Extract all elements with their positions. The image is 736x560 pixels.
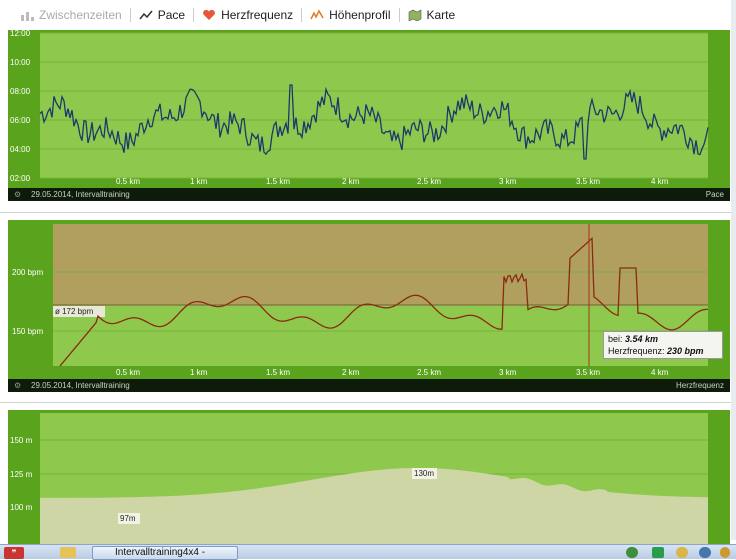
y-tick-label: 04:00	[10, 145, 31, 154]
x-tick-label: 3 km	[499, 368, 517, 377]
tab-label: Zwischenzeiten	[39, 8, 122, 22]
divider	[0, 212, 736, 213]
map-icon	[408, 9, 421, 21]
heart-icon	[203, 9, 215, 20]
windows-taskbar: ❞ Intervalltraining4x4 -	[0, 544, 736, 560]
y-tick-label: 06:00	[10, 116, 31, 125]
x-tick-label: 0.5 km	[116, 177, 140, 186]
network-tray-icon[interactable]	[626, 547, 638, 558]
y-tick-label: 08:00	[10, 87, 31, 96]
y-tick-label: 125 m	[10, 470, 33, 479]
avg-label-bg	[53, 306, 105, 317]
footer-caption: 29.05.2014, Intervalltraining	[31, 381, 130, 390]
pace-series-line	[39, 84, 709, 160]
x-tick-label: 1 km	[190, 177, 208, 186]
elevation-area	[40, 468, 708, 544]
toolbar-divider	[301, 8, 303, 22]
elevation-chart: 150 m 125 m 100 m 130m 97m	[10, 413, 708, 544]
gear-icon[interactable]: ⚙	[14, 381, 22, 390]
elevation-chart-panel: 150 m 125 m 100 m 130m 97m	[8, 410, 730, 544]
x-tick-label: 3 km	[499, 177, 517, 186]
x-tick-label: 3.5 km	[576, 368, 600, 377]
hr-upper-zone	[53, 224, 708, 305]
tab-hoehenprofil[interactable]: Höhenprofil	[302, 8, 398, 22]
y-tick-label: 100 m	[10, 503, 33, 512]
pace-line-icon	[139, 10, 153, 20]
bar-chart-icon	[21, 12, 34, 21]
hr-tooltip: bei: 3.54 km Herzfrequenz: 230 bpm	[603, 331, 723, 359]
tab-label: Herzfrequenz	[221, 8, 294, 22]
pace-chart-panel: 12:00 10:00 08:00 06:00 04:00 02:00 0.5 km 1 km…	[8, 30, 730, 201]
y-tick-label: 12:00	[10, 30, 31, 38]
tab-pace[interactable]: Pace	[131, 8, 193, 22]
pace-chart: 12:00 10:00 08:00 06:00 04:00 02:00 0.5 km 1 km…	[10, 30, 709, 186]
tab-label: Höhenprofil	[329, 8, 391, 22]
x-tick-label: 2 km	[342, 177, 360, 186]
tab-label: Karte	[426, 8, 456, 22]
x-tick-label: 3.5 km	[576, 177, 600, 186]
gear-icon[interactable]: ⚙	[14, 190, 22, 199]
hr-chart-footer: ⚙ 29.05.2014, Intervalltraining Herzfreq…	[8, 379, 730, 392]
heart-rate-chart-panel: 200 bpm 150 bpm ø 172 bpm 0.5 km 1 km 1.5 km 2…	[8, 220, 730, 392]
y-tick-label: 10:00	[10, 58, 31, 67]
divider	[0, 402, 736, 403]
tooltip-distance-value: 3.54 km	[625, 334, 659, 344]
y-tick-label: 200 bpm	[12, 268, 43, 277]
tooltip-hr-label: Herzfrequenz:	[608, 346, 668, 356]
x-tick-label: 1.5 km	[266, 177, 290, 186]
min-elevation-label: 97m	[120, 514, 136, 523]
x-tick-label: 1 km	[190, 368, 208, 377]
folder-icon[interactable]	[60, 547, 76, 558]
y-tick-label: 150 m	[10, 436, 33, 445]
x-tick-label: 2.5 km	[417, 177, 441, 186]
heart-rate-chart: 200 bpm 150 bpm ø 172 bpm 0.5 km 1 km 1.5 km 2…	[12, 224, 708, 377]
security-tray-icon[interactable]	[720, 547, 730, 558]
pace-chart-footer: ⚙ 29.05.2014, Intervalltraining Pace	[8, 188, 730, 201]
hr-series-line	[59, 236, 708, 367]
x-tick-label: 2.5 km	[417, 368, 441, 377]
footer-caption: 29.05.2014, Intervalltraining	[31, 190, 130, 199]
update-tray-icon[interactable]	[676, 547, 688, 558]
toolbar-divider	[398, 8, 400, 22]
elevation-icon	[310, 9, 324, 20]
toolbar-divider	[193, 8, 195, 22]
x-tick-label: 0.5 km	[116, 368, 140, 377]
x-tick-label: 4 km	[651, 368, 669, 377]
x-tick-label: 2 km	[342, 368, 360, 377]
min-label-bg	[118, 513, 140, 524]
tooltip-distance-label: bei:	[608, 334, 626, 344]
scrollbar[interactable]	[731, 0, 736, 540]
tab-herzfrequenz[interactable]: Herzfrequenz	[194, 8, 301, 22]
x-tick-label: 4 km	[651, 177, 669, 186]
y-tick-label: 150 bpm	[12, 327, 43, 336]
y-tick-label: 02:00	[10, 174, 31, 183]
average-label: ø 172 bpm	[55, 307, 94, 316]
taskbar-window-label: Intervalltraining4x4 -	[115, 547, 206, 558]
max-label-bg	[412, 468, 437, 479]
tab-zwischenzeiten[interactable]: Zwischenzeiten	[12, 8, 130, 22]
x-tick-label: 1.5 km	[266, 368, 290, 377]
spotify-tray-icon[interactable]	[652, 547, 664, 558]
chart-tab-toolbar: Zwischenzeiten Pace Herzfrequenz Höhenpr…	[0, 0, 736, 30]
app-launcher-icon[interactable]: ❞	[4, 547, 24, 559]
volume-tray-icon[interactable]	[699, 547, 711, 558]
footer-chart-name: Pace	[705, 190, 724, 199]
tab-label: Pace	[157, 8, 186, 22]
tab-karte[interactable]: Karte	[400, 8, 464, 22]
max-elevation-label: 130m	[414, 469, 434, 478]
footer-chart-name: Herzfrequenz	[675, 381, 724, 390]
toolbar-divider	[129, 8, 131, 22]
taskbar-window-button[interactable]: Intervalltraining4x4 -	[92, 546, 238, 560]
plot-area	[40, 33, 708, 178]
tooltip-hr-value: 230 bpm	[667, 346, 704, 356]
